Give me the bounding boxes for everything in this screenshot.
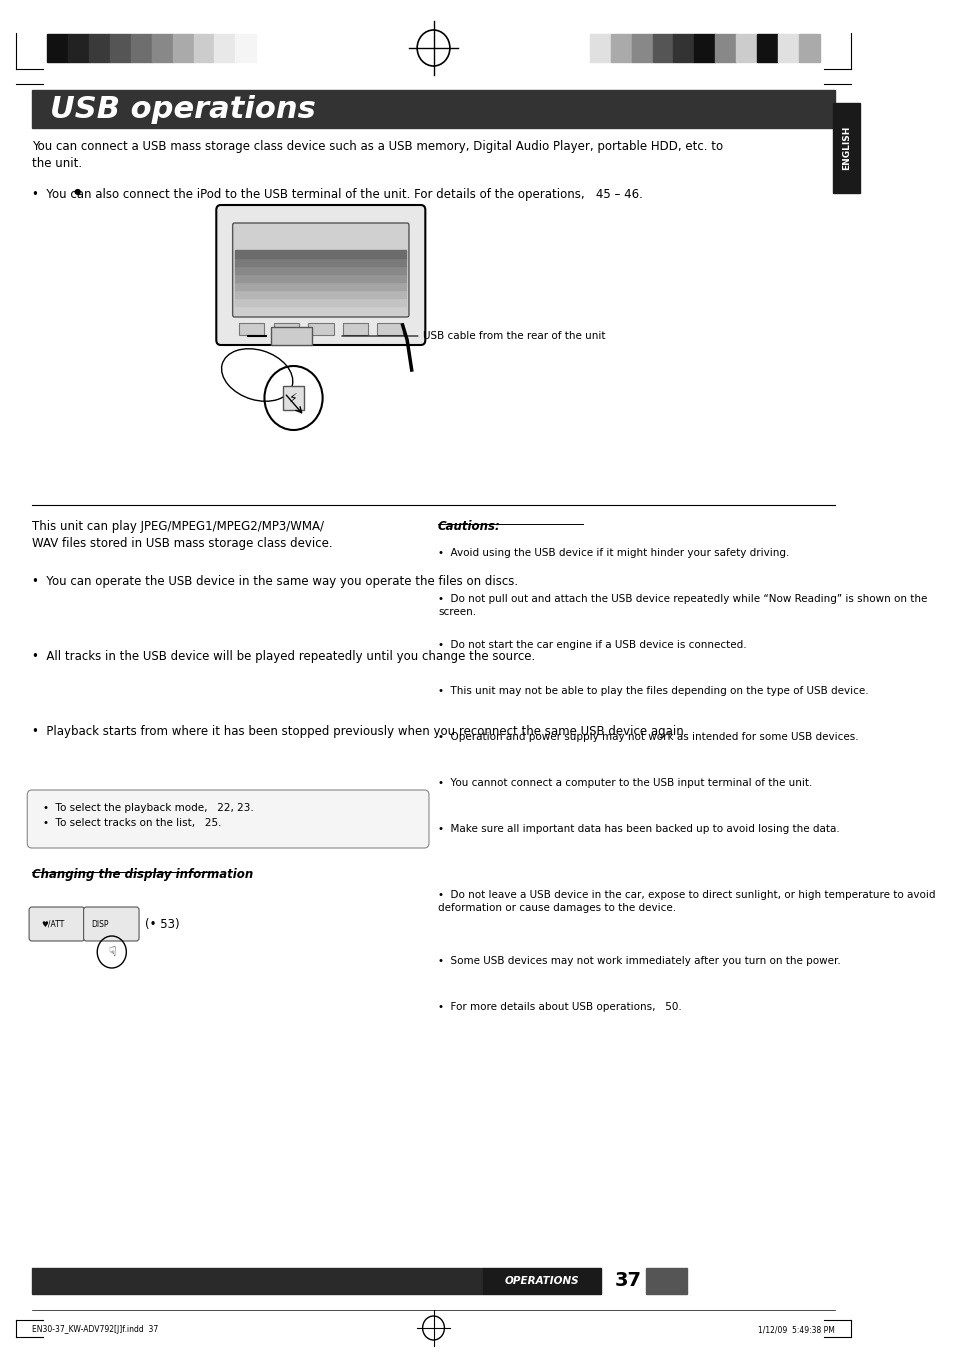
Text: ENGLISH: ENGLISH <box>841 126 850 170</box>
Ellipse shape <box>221 349 293 402</box>
FancyBboxPatch shape <box>216 206 425 345</box>
Text: (• 53): (• 53) <box>145 918 180 930</box>
Text: ♥/ATT: ♥/ATT <box>41 919 64 929</box>
Text: •  Do not start the car engine if a USB device is connected.: • Do not start the car engine if a USB d… <box>437 639 746 650</box>
Text: •  Do not leave a USB device in the car, expose to direct sunlight, or high temp: • Do not leave a USB device in the car, … <box>437 890 935 913</box>
Bar <box>645 1268 686 1294</box>
Text: •  This unit may not be able to play the files depending on the type of USB devi: • This unit may not be able to play the … <box>437 685 868 696</box>
Text: •  You cannot connect a computer to the USB input terminal of the unit.: • You cannot connect a computer to the U… <box>437 777 812 788</box>
Text: •  Operation and power supply may not work as intended for some USB devices.: • Operation and power supply may not wor… <box>437 731 858 742</box>
Bar <box>68 34 89 62</box>
Bar <box>482 1268 600 1294</box>
Text: You can connect a USB mass storage class device such as a USB memory, Digital Au: You can connect a USB mass storage class… <box>31 141 722 170</box>
Bar <box>673 34 694 62</box>
Text: •  Playback starts from where it has been stopped previously when you reconnect : • Playback starts from where it has been… <box>31 725 686 738</box>
Bar <box>282 387 304 410</box>
Bar <box>342 323 368 335</box>
Bar <box>271 327 312 345</box>
Text: •  Do not pull out and attach the USB device repeatedly while “Now Reading” is s: • Do not pull out and attach the USB dev… <box>437 594 926 617</box>
Bar <box>652 34 673 62</box>
Text: ⚡: ⚡ <box>289 392 297 404</box>
Bar <box>832 103 859 193</box>
Bar <box>235 289 406 297</box>
Text: Changing the display information: Changing the display information <box>31 868 253 882</box>
Text: •  You can operate the USB device in the same way you operate the files on discs: • You can operate the USB device in the … <box>31 575 517 588</box>
Bar <box>31 91 835 128</box>
Text: USB operations: USB operations <box>50 95 315 123</box>
FancyBboxPatch shape <box>28 790 429 848</box>
Bar <box>589 34 610 62</box>
FancyBboxPatch shape <box>233 223 409 316</box>
Bar <box>235 297 406 306</box>
Bar <box>235 258 406 266</box>
Bar <box>235 274 406 283</box>
Bar <box>694 34 715 62</box>
Text: •  For more details about USB operations,   50.: • For more details about USB operations,… <box>437 1002 681 1013</box>
Text: •  Avoid using the USB device if it might hinder your safety driving.: • Avoid using the USB device if it might… <box>437 548 789 558</box>
Bar <box>376 323 402 335</box>
Bar <box>89 34 110 62</box>
Text: •  To select the playback mode,   22, 23.
•  To select tracks on the list,   25.: • To select the playback mode, 22, 23. •… <box>43 803 253 827</box>
Bar <box>235 266 406 274</box>
Text: OPERATIONS: OPERATIONS <box>504 1276 578 1286</box>
Text: This unit can play JPEG/MPEG1/MPEG2/MP3/WMA/
WAV files stored in USB mass storag: This unit can play JPEG/MPEG1/MPEG2/MP3/… <box>31 521 332 550</box>
Bar <box>715 34 736 62</box>
Bar <box>48 34 68 62</box>
Text: 37: 37 <box>614 1271 640 1291</box>
Bar <box>235 306 406 314</box>
Bar <box>239 323 264 335</box>
Text: •  Make sure all important data has been backed up to avoid losing the data.: • Make sure all important data has been … <box>437 823 839 834</box>
Text: 1/12/09  5:49:38 PM: 1/12/09 5:49:38 PM <box>758 1325 835 1334</box>
Text: Cautions:: Cautions: <box>437 521 500 533</box>
Bar <box>172 34 193 62</box>
Bar <box>308 323 334 335</box>
Bar <box>235 250 406 258</box>
FancyBboxPatch shape <box>29 907 85 941</box>
Bar <box>235 283 406 289</box>
Bar <box>736 34 757 62</box>
Bar <box>631 34 652 62</box>
Bar <box>193 34 214 62</box>
Bar <box>777 34 798 62</box>
Text: ☟: ☟ <box>108 945 115 959</box>
Text: •  All tracks in the USB device will be played repeatedly until you change the s: • All tracks in the USB device will be p… <box>31 650 535 662</box>
Text: •  You can also connect the iPod to the USB terminal of the unit. For details of: • You can also connect the iPod to the U… <box>31 188 642 201</box>
Bar <box>110 34 131 62</box>
Bar <box>235 34 256 62</box>
Bar <box>152 34 172 62</box>
Bar <box>757 34 777 62</box>
Text: •  Some USB devices may not work immediately after you turn on the power.: • Some USB devices may not work immediat… <box>437 956 840 965</box>
Bar <box>274 323 298 335</box>
Bar <box>610 34 631 62</box>
Bar <box>131 34 152 62</box>
Text: DISP: DISP <box>91 919 109 929</box>
Bar <box>31 1268 482 1294</box>
Text: USB cable from the rear of the unit: USB cable from the rear of the unit <box>422 331 604 341</box>
Bar <box>214 34 235 62</box>
FancyBboxPatch shape <box>84 907 139 941</box>
Bar <box>798 34 819 62</box>
Text: ●: ● <box>73 187 80 196</box>
Text: EN30-37_KW-ADV792[J]f.indd  37: EN30-37_KW-ADV792[J]f.indd 37 <box>31 1325 158 1334</box>
